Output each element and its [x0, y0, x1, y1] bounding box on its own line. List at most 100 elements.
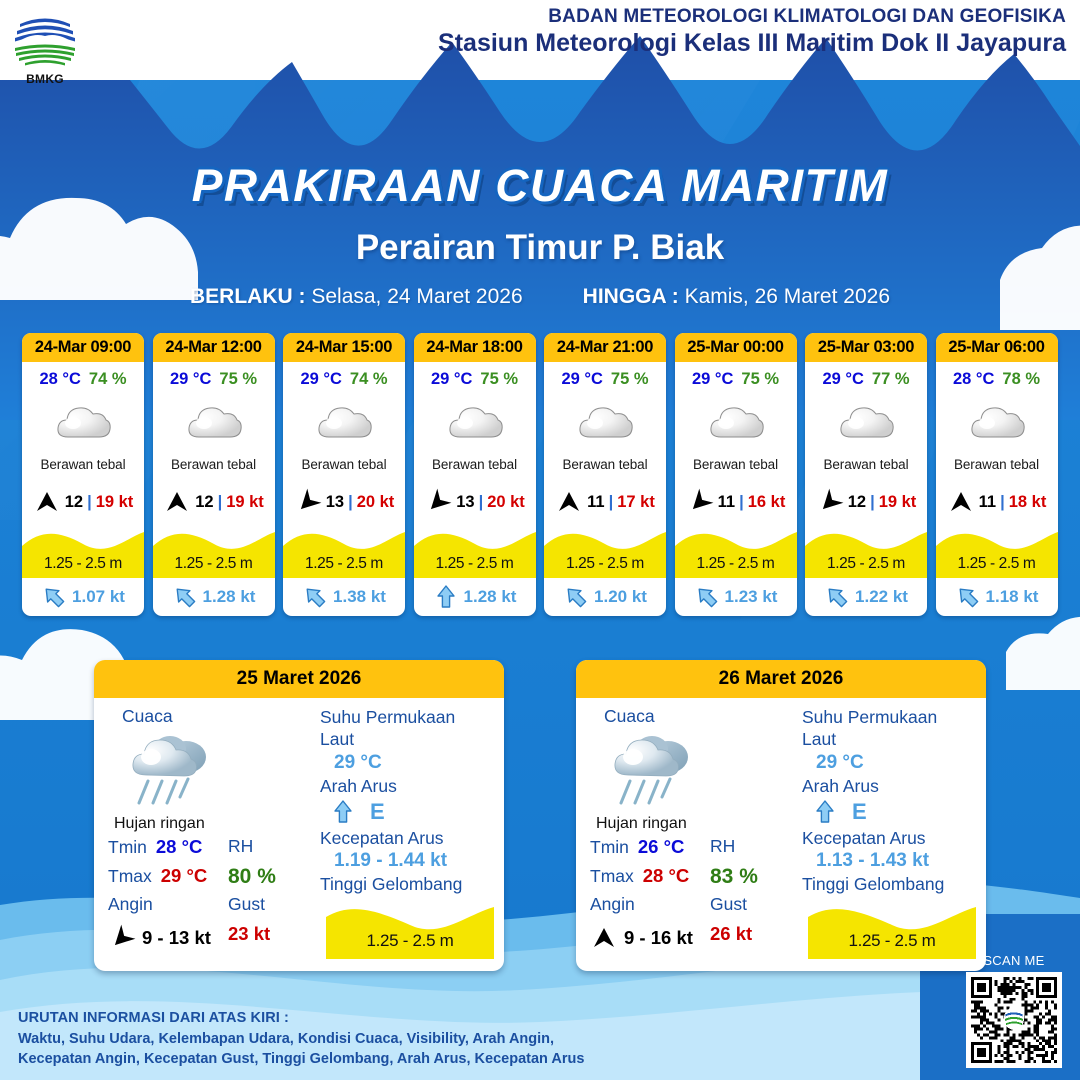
card-wind-speed: 16 kt — [747, 492, 786, 511]
rh-label: RH — [710, 836, 736, 856]
card-condition: Berawan tebal — [431, 457, 517, 472]
valid-from: BERLAKU : Selasa, 24 Maret 2026 — [190, 285, 523, 309]
card-humidity: 75 % — [480, 370, 519, 388]
wave-height-graphic — [413, 532, 536, 578]
card-weather-icon — [414, 389, 536, 455]
daily-right-column: Suhu Permukaan Laut 29 °C Arah Arus E Ke… — [316, 706, 494, 960]
tmin-value: 26 °C — [637, 836, 685, 857]
card-wave-height: 1.25 - 2.5 m — [957, 555, 1036, 572]
cloudy-thick-icon — [970, 407, 1025, 438]
card-temp-humidity: 28 °C 78 % — [936, 362, 1058, 389]
card-current-speed: 1.28 kt — [463, 587, 517, 606]
card-wind-row: 11 | 18 kt — [936, 478, 1058, 526]
angin-label: Angin — [590, 894, 635, 914]
kecepatan-arus-label: Kecepatan Arus — [802, 827, 926, 848]
legend-line-2: Waktu, Suhu Udara, Kelembapan Udara, Kon… — [18, 1030, 555, 1047]
daily-metrics-col1: Tmin 26 °C Tmax 28 °C Angin 9 — [590, 836, 710, 953]
card-condition: Berawan tebal — [40, 457, 126, 472]
card-temperature: 29 °C — [300, 370, 342, 388]
card-current-row: 1.28 kt — [414, 578, 536, 616]
card-wind-row: 11 | 16 kt — [675, 478, 797, 526]
arah-arus-row: E — [802, 797, 976, 827]
qr-code-icon[interactable] — [966, 972, 1062, 1068]
arrow-northeast-icon — [828, 588, 848, 608]
card-current-row: 1.20 kt — [544, 578, 666, 616]
tmin-value: 28 °C — [155, 836, 203, 857]
card-wave-box: 1.25 - 2.5 m — [413, 526, 536, 578]
wave-height-graphic — [22, 532, 144, 578]
gust-value-row: 26 kt — [710, 923, 798, 952]
scan-me-label: SCAN ME — [983, 953, 1045, 968]
card-humidity: 75 % — [610, 370, 649, 388]
sst-label: Suhu Permukaan Laut — [320, 707, 456, 750]
arrow-northeast-icon — [959, 588, 978, 608]
card-current-speed: 1.07 kt — [72, 587, 125, 606]
card-current-row: 1.07 kt — [22, 578, 144, 616]
card-temp-humidity: 29 °C 75 % — [675, 362, 797, 389]
kecepatan-arus-label: Kecepatan Arus — [320, 827, 444, 848]
tinggi-gelombang-label: Tinggi Gelombang — [320, 874, 463, 895]
card-condition: Berawan tebal — [953, 457, 1039, 472]
tmax-label: Tmax — [590, 866, 634, 886]
card-temp-humidity: 29 °C 75 % — [153, 362, 275, 389]
card-separator: | — [608, 492, 614, 511]
scan-me-block[interactable]: SCAN ME — [966, 953, 1062, 1068]
wave-height-graphic — [805, 532, 927, 578]
forecast-cards-row: 24-Mar 09:00 28 °C 74 % Berawan tebal 12… — [22, 333, 1062, 616]
card-time: 25-Mar 03:00 — [805, 333, 927, 362]
arrow-east-icon — [334, 800, 352, 823]
card-current-speed: 1.28 kt — [202, 587, 256, 606]
cloudy-thick-icon — [709, 407, 764, 438]
daily-left-column: Cuaca Hujan ringan — [590, 706, 798, 959]
forecast-card: 24-Mar 15:00 29 °C 74 % Berawan tebal 13… — [283, 333, 405, 616]
gust-value: 26 kt — [710, 923, 753, 944]
card-visibility: 11 — [978, 492, 997, 511]
card-wind-row: 11 | 17 kt — [544, 478, 666, 526]
card-wave-box: 1.25 - 2.5 m — [935, 526, 1058, 578]
card-time: 25-Mar 06:00 — [935, 333, 1058, 362]
valid-from-label: BERLAKU : — [190, 285, 306, 308]
card-time: 25-Mar 00:00 — [674, 333, 797, 362]
card-condition: Berawan tebal — [692, 457, 778, 472]
card-wave-height: 1.25 - 2.5 m — [566, 555, 644, 572]
card-temp-humidity: 28 °C 74 % — [22, 362, 144, 389]
gust-label: Gust — [228, 894, 265, 914]
gust-value: 23 kt — [228, 923, 271, 944]
card-wind-speed: 17 kt — [617, 492, 655, 511]
daily-metrics-col2: RH 80 % Gust 23 kt — [228, 836, 316, 953]
tmax-value: 29 °C — [160, 865, 208, 886]
daily-body: Cuaca Hujan ringan — [94, 698, 504, 971]
card-wave-box: 1.25 - 2.5 m — [674, 526, 797, 578]
kecepatan-arus-value: 1.19 - 1.44 kt — [334, 850, 448, 872]
card-wind-row: 12 | 19 kt — [805, 478, 927, 526]
card-wind-speed: 18 kt — [1008, 492, 1047, 511]
forecast-card: 25-Mar 06:00 28 °C 78 % Berawan tebal 11… — [935, 333, 1058, 616]
arrow-northwest-icon — [822, 488, 844, 510]
card-time: 24-Mar 12:00 — [152, 333, 275, 362]
agency-name: BADAN METEOROLOGI KLIMATOLOGI DAN GEOFIS… — [548, 6, 1066, 27]
card-humidity: 77 % — [871, 370, 910, 388]
arah-arus-label: Arah Arus — [320, 775, 397, 796]
card-separator: | — [739, 492, 744, 511]
card-condition: Berawan tebal — [823, 457, 909, 472]
card-visibility: 12 — [64, 492, 84, 511]
wave-height-graphic — [283, 532, 405, 578]
card-wave-height: 1.25 - 2.5 m — [174, 555, 253, 572]
arrow-northeast-icon — [567, 588, 587, 608]
arrow-northwest-icon — [114, 924, 136, 946]
card-weather-icon — [283, 389, 405, 455]
legend-line-1: URUTAN INFORMASI DARI ATAS KIRI : — [18, 1010, 289, 1027]
card-wave-height: 1.25 - 2.5 m — [305, 555, 383, 572]
arah-arus-value: E — [370, 798, 385, 824]
cloud-decoration — [0, 197, 1080, 720]
arrow-east-icon — [594, 928, 614, 947]
wave-height-graphic — [152, 532, 275, 578]
arrow-northwest-icon — [300, 488, 322, 510]
daily-left-column: Cuaca Hujan ringan — [108, 706, 316, 959]
card-weather-icon — [22, 389, 144, 455]
card-wave-height: 1.25 - 2.5 m — [827, 555, 905, 572]
card-temperature: 28 °C — [39, 370, 81, 388]
daily-wave-height: 1.25 - 2.5 m — [366, 931, 454, 951]
card-wind-speed: 19 kt — [226, 492, 264, 511]
daily-condition: Hujan ringan — [596, 815, 687, 832]
